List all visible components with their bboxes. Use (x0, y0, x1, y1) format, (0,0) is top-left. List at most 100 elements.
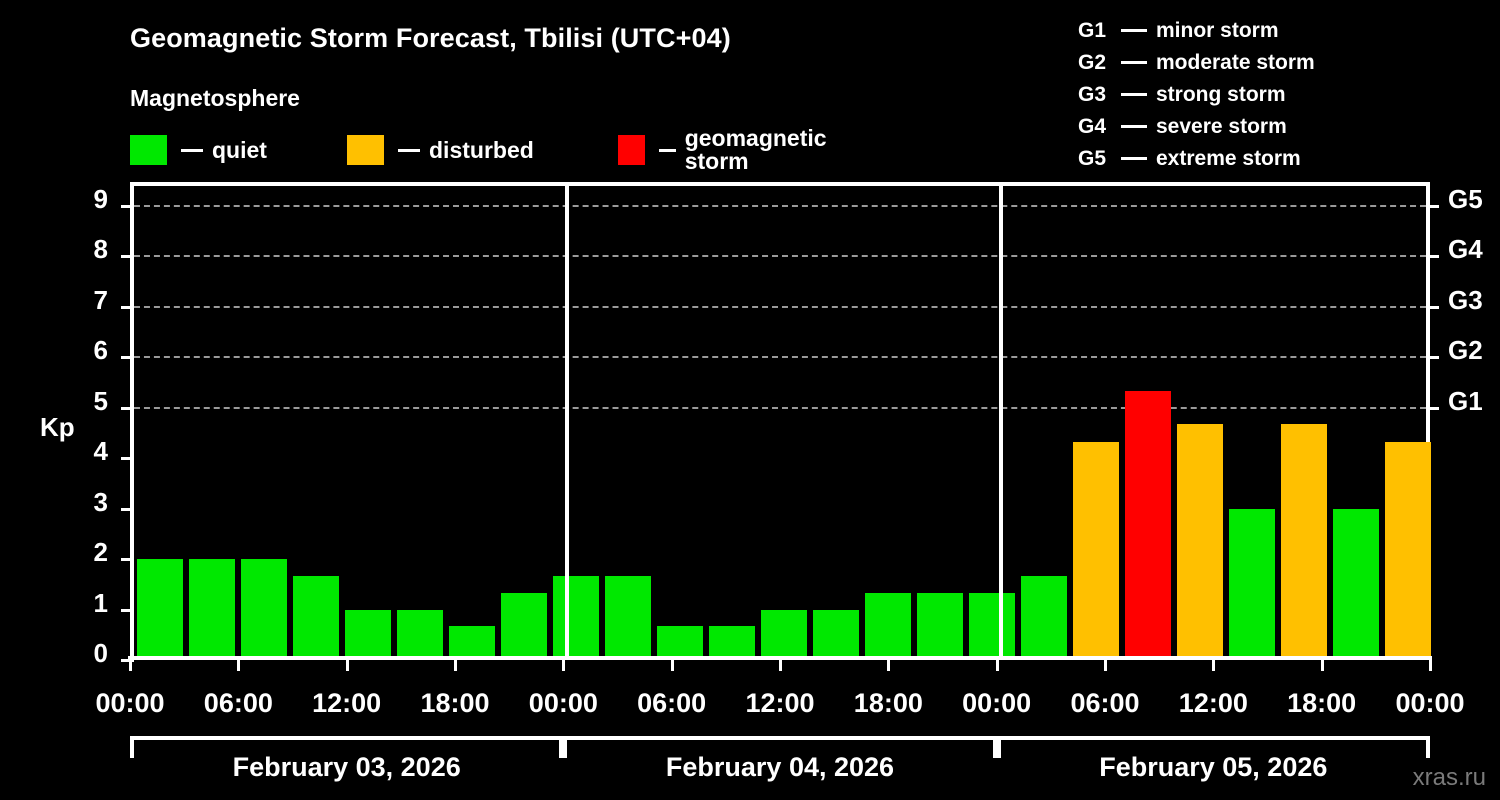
y-tick-2 (121, 558, 134, 562)
bar[interactable] (1333, 508, 1379, 660)
g-scale-row-g4: G4 severe storm (1078, 110, 1315, 142)
bar[interactable] (865, 592, 911, 660)
legend-dash-icon (181, 148, 203, 152)
gridline-kp-5 (134, 406, 1426, 409)
legend-dash-icon (659, 148, 676, 152)
bar[interactable] (1021, 575, 1067, 660)
bar[interactable] (397, 609, 443, 660)
legend-swatch-icon (130, 135, 167, 165)
x-tick-label-3: 18:00 (420, 688, 490, 718)
g-axis-label-G2: G2 (1448, 335, 1483, 366)
legend-swatch-icon (618, 135, 646, 165)
gridline-kp-8 (134, 255, 1426, 258)
legend-item-2: geomagnetic storm (618, 127, 842, 173)
bar[interactable] (1073, 441, 1119, 660)
bar[interactable] (969, 592, 1015, 660)
bar[interactable] (605, 575, 651, 660)
x-tick-1 (237, 658, 241, 671)
gridline-kp-7 (134, 305, 1426, 308)
legend-item-0: quiet (130, 133, 267, 167)
y-tick-label-4: 4 (93, 436, 108, 467)
y-tick-label-2: 2 (93, 537, 108, 568)
em-dash-icon (1121, 124, 1147, 128)
bar[interactable] (1385, 441, 1431, 660)
date-bracket-1 (563, 736, 997, 758)
watermark: xras.ru (1412, 764, 1486, 791)
y-tick-1 (121, 608, 134, 612)
bar[interactable] (1229, 508, 1275, 660)
y-tick-6 (121, 356, 134, 360)
g-scale-desc: minor storm (1156, 18, 1279, 42)
legend-label: quiet (212, 136, 267, 163)
page-title: Geomagnetic Storm Forecast, Tbilisi (UTC… (130, 23, 731, 53)
bar[interactable] (1177, 424, 1223, 660)
bar[interactable] (761, 609, 807, 660)
bar[interactable] (709, 626, 755, 660)
x-tick-8 (995, 658, 999, 671)
day-separator-1 (565, 186, 570, 660)
date-label-0: February 03, 2026 (232, 752, 461, 782)
g-tick-G5 (1426, 205, 1439, 208)
x-tick-9 (1104, 658, 1107, 671)
bar[interactable] (553, 575, 599, 660)
em-dash-icon (1121, 60, 1147, 64)
legend-swatch-icon (347, 135, 384, 165)
g-scale-code: G4 (1078, 114, 1107, 138)
bar[interactable] (345, 609, 391, 660)
y-tick-4 (121, 457, 134, 461)
g-scale-code: G2 (1078, 50, 1107, 74)
bar[interactable] (1125, 391, 1171, 660)
bar[interactable] (813, 609, 859, 660)
section-label-magnetosphere: Magnetosphere (130, 85, 300, 111)
g-axis-label-G3: G3 (1448, 284, 1483, 315)
g-scale-desc: extreme storm (1156, 146, 1301, 170)
g-scale-row-g3: G3 strong storm (1078, 78, 1315, 110)
g-tick-G1 (1426, 406, 1439, 410)
gridline-kp-9 (134, 205, 1426, 207)
em-dash-icon (1121, 156, 1147, 160)
x-tick-label-5: 06:00 (637, 688, 707, 718)
x-tick-label-7: 18:00 (853, 688, 923, 718)
x-tick-5 (670, 658, 674, 671)
g-scale-legend: G1 minor storm G2 moderate storm G3 strong st… (1078, 14, 1315, 174)
bar[interactable] (501, 592, 547, 660)
x-tick-4 (562, 658, 566, 671)
g-scale-desc: severe storm (1156, 114, 1287, 138)
y-tick-label-1: 1 (93, 587, 108, 618)
x-tick-0 (129, 658, 132, 671)
x-tick-label-6: 12:00 (745, 688, 815, 718)
g-scale-code: G5 (1078, 146, 1107, 170)
y-tick-label-8: 8 (93, 234, 108, 265)
bar[interactable] (189, 559, 235, 660)
plot-area (121, 182, 1439, 662)
bar[interactable] (657, 626, 703, 660)
bar[interactable] (137, 559, 183, 660)
y-tick-3 (121, 507, 134, 511)
y-tick-5 (121, 406, 134, 410)
day-separator-2 (998, 186, 1003, 660)
g-scale-desc: strong storm (1156, 82, 1286, 106)
legend-item-1: disturbed (347, 133, 534, 167)
bar[interactable] (1281, 424, 1327, 660)
y-tick-0 (121, 659, 134, 662)
em-dash-icon (1121, 28, 1147, 32)
x-tick-label-2: 12:00 (312, 688, 382, 718)
bar[interactable] (241, 559, 287, 660)
y-tick-label-0: 0 (93, 638, 108, 668)
date-bracket-0 (130, 736, 564, 758)
x-tick-label-0: 00:00 (95, 688, 165, 718)
x-tick-6 (779, 658, 782, 671)
date-bracket-2 (996, 736, 1430, 758)
em-dash-icon (1121, 92, 1147, 96)
x-tick-10 (1212, 658, 1216, 671)
x-tick-label-4: 00:00 (528, 688, 598, 718)
y-tick-label-7: 7 (93, 284, 108, 315)
legend-label: geomagnetic storm (684, 125, 827, 174)
bar[interactable] (917, 592, 963, 660)
bar[interactable] (449, 626, 495, 660)
x-tick-label-1: 06:00 (203, 688, 273, 718)
bar[interactable] (293, 575, 339, 660)
date-label-1: February 04, 2026 (665, 752, 895, 782)
x-tick-3 (454, 658, 457, 671)
g-tick-G2 (1426, 356, 1439, 360)
